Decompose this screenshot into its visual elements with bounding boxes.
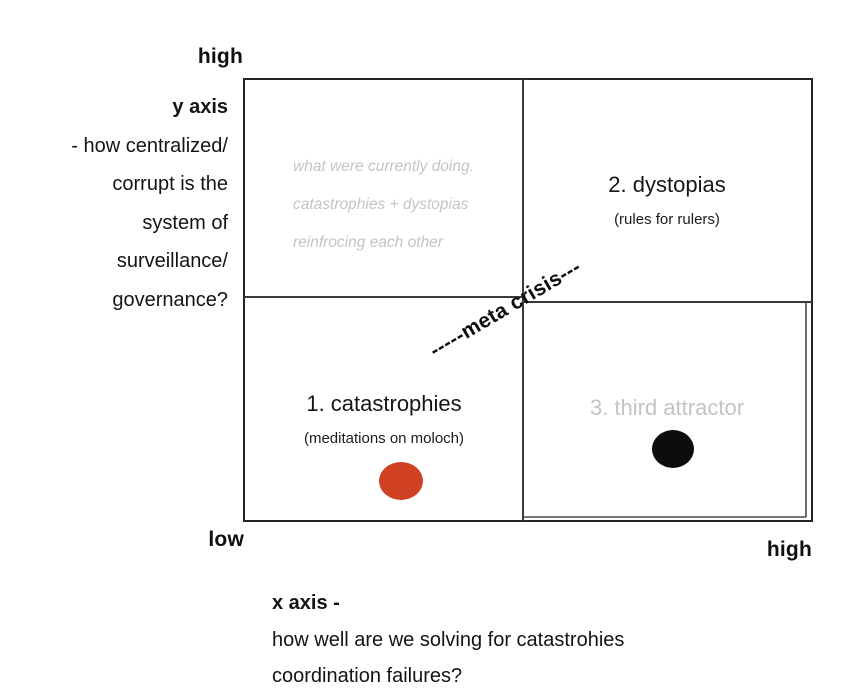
- y-axis-line: - how centralized/: [71, 134, 228, 157]
- x-axis-title: x axis -: [272, 592, 340, 614]
- x-axis-line: coordination failures?: [272, 665, 463, 687]
- y-axis-label-block: y axis - how centralized/ corrupt is the…: [0, 88, 228, 319]
- dystopias-label: 2. dystopias (rules for rulers): [547, 172, 787, 228]
- y-axis-title: y axis: [172, 96, 228, 118]
- catastrophies-title: 1. catastrophies: [306, 391, 462, 416]
- x-axis-line: how well are we solving for catastrohies: [272, 628, 625, 651]
- third-attractor-label: 3. third attractor: [547, 395, 787, 421]
- y-axis-high-label: high: [197, 45, 243, 68]
- outer-box: [243, 78, 813, 522]
- catastrophies-subtitle: (meditations on moloch): [303, 430, 465, 447]
- catastrophies-dot: [379, 462, 423, 500]
- y-axis-line: governance?: [112, 288, 228, 311]
- y-axis-line: surveillance/: [116, 250, 228, 272]
- x-axis-label-block: x axis - how well are we solving for cat…: [272, 585, 752, 695]
- third-attractor-title: 3. third attractor: [589, 395, 745, 420]
- dystopias-subtitle: (rules for rulers): [614, 211, 720, 228]
- third-attractor-dot: [652, 430, 694, 468]
- note-line: what were currently doing.: [293, 158, 474, 175]
- top-left-quadrant-note: what were currently doing. catastrophies…: [293, 148, 513, 262]
- catastrophies-label: 1. catastrophies (meditations on moloch): [264, 391, 504, 447]
- y-axis-line: system of: [142, 211, 228, 234]
- y-axis-line: corrupt is the: [112, 173, 228, 195]
- note-line: catastrophies + dystopias: [293, 196, 469, 213]
- x-axis-low-label: low: [208, 528, 244, 551]
- x-axis-high-label: high: [766, 538, 812, 561]
- dystopias-title: 2. dystopias: [608, 172, 726, 197]
- note-line: reinfrocing each other: [293, 234, 443, 251]
